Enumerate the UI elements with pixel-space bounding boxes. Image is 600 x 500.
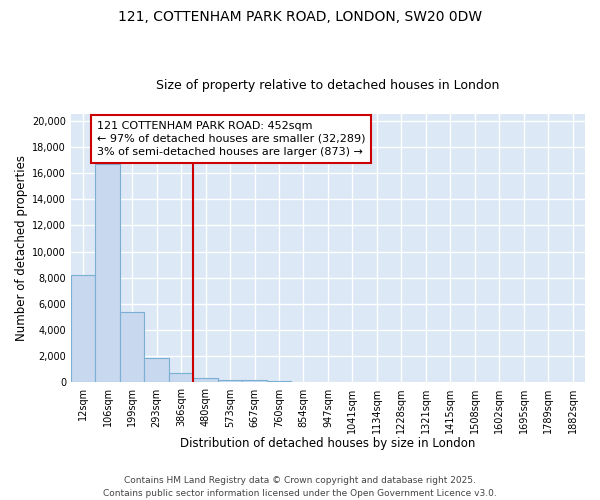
Text: 121 COTTENHAM PARK ROAD: 452sqm
← 97% of detached houses are smaller (32,289)
3%: 121 COTTENHAM PARK ROAD: 452sqm ← 97% of…: [97, 120, 365, 157]
Text: 121, COTTENHAM PARK ROAD, LONDON, SW20 0DW: 121, COTTENHAM PARK ROAD, LONDON, SW20 0…: [118, 10, 482, 24]
Bar: [267, 381, 291, 382]
Bar: [193, 378, 218, 382]
Text: Contains HM Land Registry data © Crown copyright and database right 2025.
Contai: Contains HM Land Registry data © Crown c…: [103, 476, 497, 498]
Bar: [120, 312, 145, 382]
Bar: [71, 275, 95, 382]
Bar: [242, 380, 267, 382]
Bar: [145, 358, 169, 382]
Bar: [218, 380, 242, 382]
Bar: [95, 164, 120, 382]
Bar: [169, 372, 193, 382]
Y-axis label: Number of detached properties: Number of detached properties: [15, 155, 28, 341]
Title: Size of property relative to detached houses in London: Size of property relative to detached ho…: [156, 79, 500, 92]
X-axis label: Distribution of detached houses by size in London: Distribution of detached houses by size …: [180, 437, 476, 450]
